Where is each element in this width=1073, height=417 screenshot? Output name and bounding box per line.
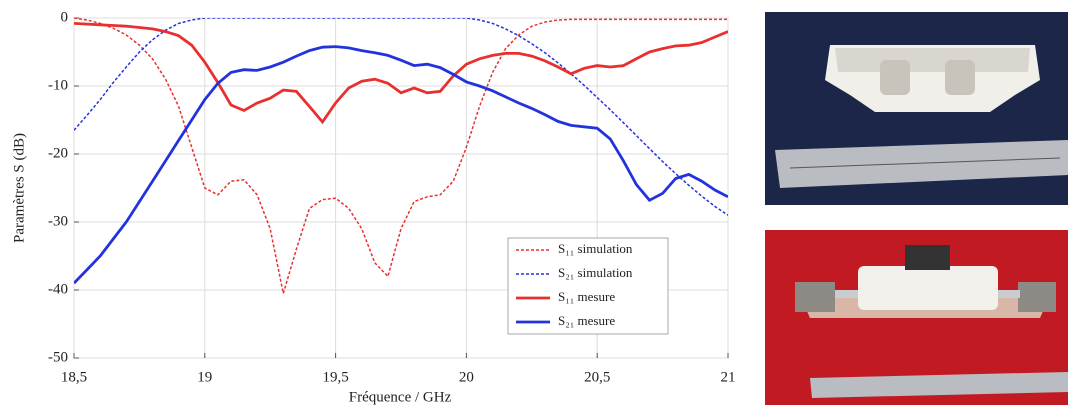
y-tick-label: 0 — [61, 9, 69, 25]
series-line — [74, 18, 728, 294]
photo-bottom — [765, 230, 1068, 405]
y-tick-label: -20 — [48, 145, 68, 161]
legend-label: S₂₁ mesure — [558, 313, 615, 328]
series-line — [74, 45, 728, 285]
x-tick-label: 21 — [721, 369, 736, 385]
x-tick-label: 18,5 — [61, 369, 87, 385]
x-tick-label: 20 — [459, 369, 474, 385]
y-axis-label: Paramètres S (dB) — [11, 133, 27, 243]
legend-label: S₂₁ simulation — [558, 265, 633, 280]
x-tick-label: 19,5 — [322, 369, 348, 385]
legend-box — [507, 237, 669, 335]
y-tick-label: -30 — [48, 213, 68, 229]
photo-top — [765, 12, 1068, 205]
y-tick-label: -50 — [48, 349, 68, 365]
y-tick-label: -10 — [48, 77, 68, 93]
legend-label: S₁₁ simulation — [558, 241, 633, 256]
legend-label: S₁₁ mesure — [558, 289, 615, 304]
x-tick-label: 19 — [197, 369, 212, 385]
legend: S₁₁ simulation S₂₁ simulation S₁₁ mesure S₂… — [507, 237, 669, 335]
x-tick-label: 20,5 — [584, 369, 610, 385]
series-line — [74, 18, 728, 216]
x-axis-label: Fréquence / GHz — [349, 389, 452, 405]
series-line — [74, 22, 728, 125]
y-tick-label: -40 — [48, 281, 68, 297]
